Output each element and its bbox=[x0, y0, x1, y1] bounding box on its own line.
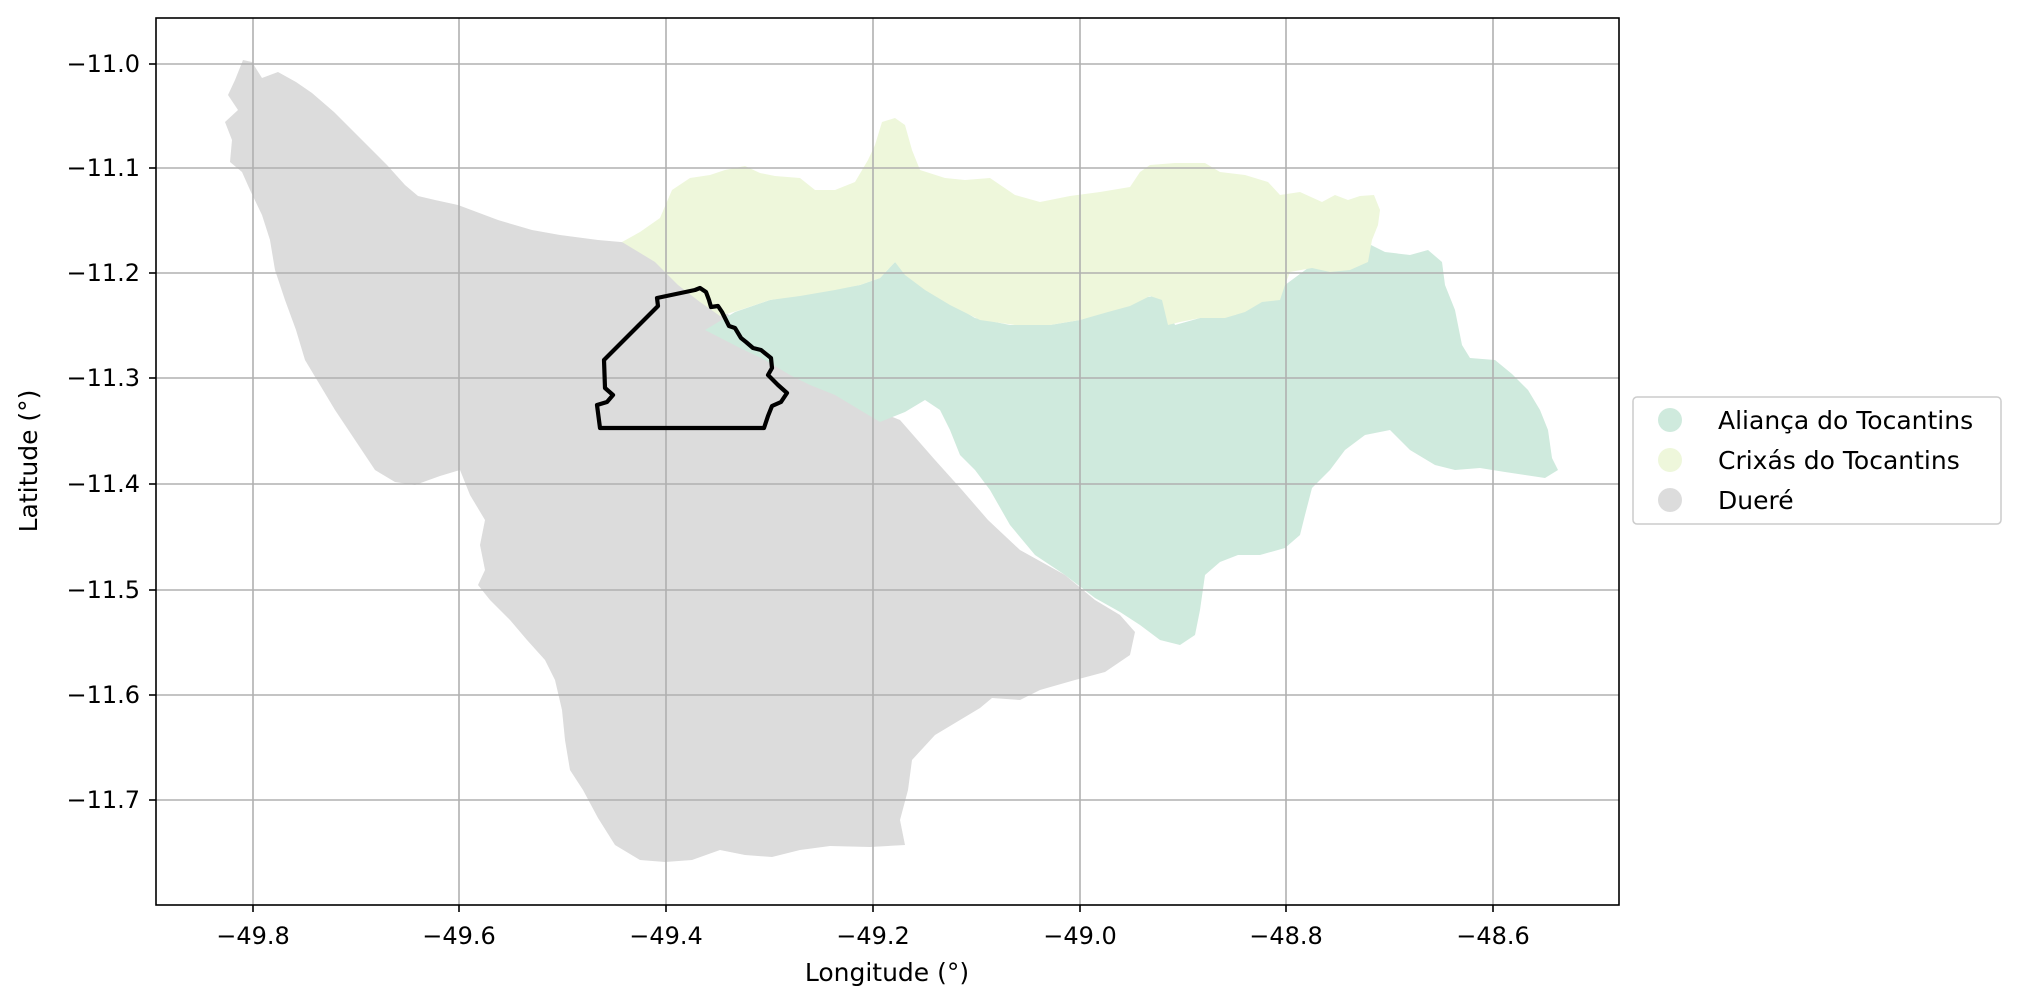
y-tick-label: −11.1 bbox=[66, 154, 140, 182]
legend-label: Dueré bbox=[1718, 486, 1794, 515]
legend-item: Crixás do Tocantins bbox=[1658, 446, 1960, 475]
y-tick-label: −11.3 bbox=[66, 364, 140, 392]
x-axis-title: Longitude (°) bbox=[805, 958, 969, 987]
region-alianca-do-tocantins bbox=[705, 242, 1558, 645]
x-tick-label: −48.8 bbox=[1249, 922, 1323, 950]
x-tick-labels: −49.8 −49.6 −49.4 −49.2 −49.0 −48.8 −48.… bbox=[216, 922, 1530, 950]
legend-marker bbox=[1658, 408, 1682, 432]
x-tick-label: −49.6 bbox=[422, 922, 496, 950]
x-tick-label: −49.4 bbox=[629, 922, 703, 950]
y-tick-label: −11.2 bbox=[66, 259, 140, 287]
gridlines bbox=[156, 18, 1619, 905]
y-tick-labels: −11.0 −11.1 −11.2 −11.3 −11.4 −11.5 −11.… bbox=[66, 50, 140, 814]
y-tick-label: −11.6 bbox=[66, 681, 140, 709]
tick-marks bbox=[149, 63, 1494, 912]
axes-frame bbox=[155, 17, 1620, 906]
legend: Aliança do Tocantins Crixás do Tocantins… bbox=[1632, 396, 2002, 525]
y-tick-label: −11.5 bbox=[66, 576, 140, 604]
y-tick-label: −11.0 bbox=[66, 50, 140, 78]
y-tick-label: −11.4 bbox=[66, 470, 140, 498]
legend-box bbox=[1632, 396, 2002, 525]
y-tick-label: −11.7 bbox=[66, 786, 140, 814]
legend-marker bbox=[1658, 448, 1682, 472]
x-tick-label: −49.8 bbox=[216, 922, 290, 950]
x-tick-label: −49.2 bbox=[836, 922, 910, 950]
y-axis-title: Latitude (°) bbox=[14, 390, 43, 533]
legend-label: Crixás do Tocantins bbox=[1718, 446, 1960, 475]
legend-label: Aliança do Tocantins bbox=[1718, 406, 1973, 435]
region-duere bbox=[225, 60, 1135, 862]
legend-item: Dueré bbox=[1658, 486, 1794, 515]
x-tick-label: −48.6 bbox=[1456, 922, 1530, 950]
legend-item: Aliança do Tocantins bbox=[1658, 406, 1973, 435]
x-tick-label: −49.0 bbox=[1043, 922, 1117, 950]
legend-marker bbox=[1658, 488, 1682, 512]
highlighted-area-outline bbox=[594, 285, 790, 431]
